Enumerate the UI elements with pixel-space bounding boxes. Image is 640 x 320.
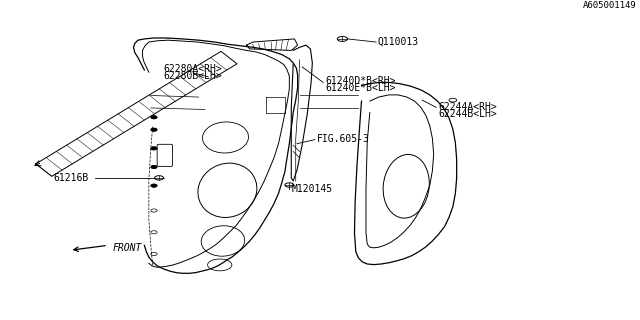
Circle shape (152, 128, 157, 131)
Text: Q110013: Q110013 (378, 37, 419, 47)
Circle shape (152, 116, 157, 118)
Circle shape (152, 166, 157, 168)
Text: FRONT: FRONT (113, 243, 142, 253)
Text: A605001149: A605001149 (582, 1, 636, 10)
Text: 62280A<RH>: 62280A<RH> (164, 64, 222, 74)
Text: FIG.605-3: FIG.605-3 (317, 134, 370, 144)
Circle shape (152, 184, 157, 187)
Circle shape (152, 147, 157, 149)
Text: M120145: M120145 (291, 184, 332, 194)
Text: 61216B: 61216B (53, 173, 88, 183)
Text: 61240E*B<LH>: 61240E*B<LH> (325, 83, 396, 93)
Text: 62244A<RH>: 62244A<RH> (438, 102, 497, 112)
Polygon shape (36, 51, 237, 176)
Polygon shape (246, 39, 298, 51)
Text: 62244B<LH>: 62244B<LH> (438, 108, 497, 118)
Text: 61240D*B<RH>: 61240D*B<RH> (325, 76, 396, 86)
Text: 62280B<LH>: 62280B<LH> (164, 71, 222, 81)
